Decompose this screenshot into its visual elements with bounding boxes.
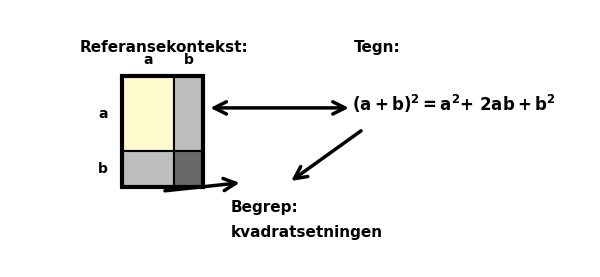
Text: kvadratsetningen: kvadratsetningen: [231, 225, 383, 240]
Text: a: a: [143, 53, 152, 67]
Text: Referansekontekst:: Referansekontekst:: [80, 40, 248, 55]
Text: b: b: [98, 162, 107, 176]
Bar: [175, 76, 203, 151]
Text: b: b: [184, 53, 194, 67]
Bar: [121, 76, 175, 151]
Bar: [121, 151, 175, 187]
Text: Begrep:: Begrep:: [231, 200, 299, 215]
Bar: [175, 151, 203, 187]
Bar: [121, 76, 203, 187]
Text: $\mathbf{(a + b)^2 = a^2}$$\mathbf{+ \ 2ab + b^2}$: $\mathbf{(a + b)^2 = a^2}$$\mathbf{+ \ 2…: [352, 93, 555, 115]
Text: a: a: [98, 107, 107, 120]
Text: Tegn:: Tegn:: [354, 40, 401, 55]
